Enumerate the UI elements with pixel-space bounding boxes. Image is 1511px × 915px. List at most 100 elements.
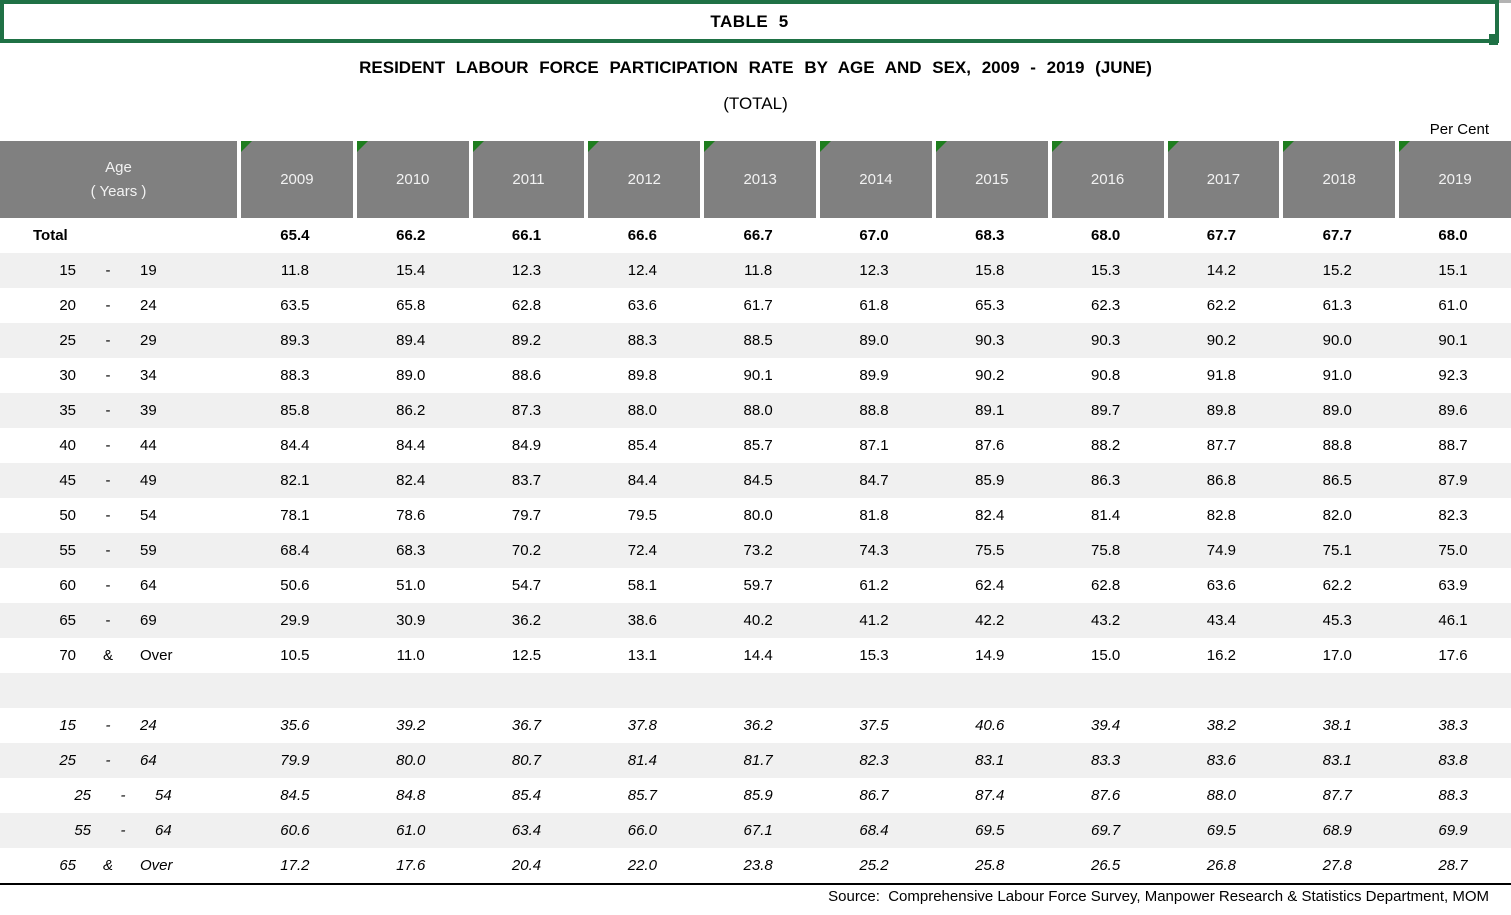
row-label-part: 65 [59,612,76,629]
row-label: 20 - 24 [0,288,237,323]
value-cell: 62.2 [1206,297,1236,314]
row-label-part: - [105,437,111,454]
value-cell: 67.0 [859,227,889,244]
year-column-header: 2011 [468,141,585,218]
value-cell: 85.7 [627,787,657,804]
spacer-row [0,673,1511,708]
value-cell: 87.6 [1090,787,1121,804]
value-cell: 85.8 [280,402,310,419]
value-cell: 12.4 [627,262,657,279]
value-cell: 83.3 [1090,752,1121,769]
value-cell: 89.2 [511,332,542,349]
value-cell: 88.5 [743,332,773,349]
row-label-part: 30 [59,367,76,384]
value-cell: 87.7 [1322,787,1352,804]
value-cell: 89.0 [1322,402,1352,419]
value-cell: 87.3 [511,402,542,419]
value-cell: 38.1 [1322,717,1352,734]
value-cell: 89.8 [1206,402,1236,419]
value-cell: 78.6 [396,507,426,524]
year-label: 2009 [280,171,314,188]
green-corner-triangle-icon [1051,141,1063,152]
value-cell: 14.4 [743,647,773,664]
value-cell: 68.3 [975,227,1005,244]
value-cell: 85.7 [743,437,773,454]
value-cell: 51.0 [396,577,426,594]
value-cell: 85.9 [743,787,773,804]
value-cell: 62.2 [1322,577,1352,594]
value-cell: 78.1 [280,507,310,524]
value-cell: 14.2 [1206,262,1236,279]
value-cell: 90.3 [975,332,1005,349]
row-label-part: - [105,612,111,629]
table-row: 55 - 64 60.6 61.0 63.4 66.0 67.1 68.4 69.5 69.7 69.… [0,813,1511,848]
value-cell: 12.5 [511,647,542,664]
value-cell: 90.1 [1438,332,1468,349]
value-cell: 68.9 [1322,822,1352,839]
row-label-part: 55 [59,542,76,559]
value-cell: 84.8 [396,787,426,804]
row-label-part: - [105,752,111,769]
value-cell: 11.8 [280,262,309,279]
value-cell: 65.4 [280,227,310,244]
value-cell: 11.0 [396,647,425,664]
value-cell: 36.2 [743,717,773,734]
value-cell: 43.4 [1206,612,1236,629]
value-cell: 66.1 [511,227,542,244]
row-label-part: - [105,262,111,279]
year-label: 2011 [512,171,545,188]
row-label-part: - [105,717,111,734]
row-label-part: & [102,647,113,664]
value-cell: 66.2 [396,227,426,244]
value-cell: 50.6 [280,577,310,594]
row-label-part: 40 [59,437,76,454]
value-cell: 22.0 [627,857,657,874]
row-label-part: 69 [140,612,157,629]
value-cell: 74.3 [859,542,889,559]
value-cell: 89.3 [280,332,310,349]
value-cell: 46.1 [1438,612,1468,629]
year-column-header: 2012 [584,141,701,218]
row-label: 25 - 29 [0,323,237,358]
row-label: 40 - 44 [0,428,237,463]
value-cell: 68.4 [859,822,889,839]
row-label-part: - [105,542,111,559]
value-cell: 30.9 [396,612,426,629]
row-label: 55 - 59 [0,533,237,568]
year-column-header: 2019 [1395,141,1511,218]
value-cell: 58.1 [627,577,657,594]
value-cell: 91.0 [1322,367,1352,384]
table-row: 20 - 24 63.5 65.8 62.8 63.6 61.7 61.8 65.3 62.3 62.… [0,288,1511,323]
source-note: Source: Comprehensive Labour Force Surve… [828,888,1489,905]
value-cell: 66.7 [743,227,773,244]
row-label: 50 - 54 [0,498,237,533]
value-cell: 89.0 [859,332,889,349]
year-label: 2019 [1438,171,1472,188]
row-label-part: 54 [155,787,172,804]
year-column-header: 2013 [700,141,817,218]
row-label-part: 39 [140,402,157,419]
value-cell: 79.7 [511,507,542,524]
table-row: 25 - 29 89.3 89.4 89.2 88.3 88.5 89.0 90.3 90.3 90.… [0,323,1511,358]
value-cell: 84.9 [511,437,542,454]
value-cell: 86.7 [859,787,889,804]
value-cell: 83.7 [511,472,542,489]
green-corner-triangle-icon [588,141,600,152]
row-label-part: Over [140,857,173,874]
table-row: 35 - 39 85.8 86.2 87.3 88.0 88.0 88.8 89.1 89.7 89.… [0,393,1511,428]
year-label: 2013 [743,171,777,188]
value-cell: 88.0 [743,402,773,419]
value-cell: 89.0 [396,367,426,384]
row-label-part: 15 [59,262,76,279]
value-cell: 68.4 [280,542,310,559]
value-cell: 15.8 [975,262,1005,279]
value-cell: 39.4 [1090,717,1121,734]
value-cell: 75.8 [1090,542,1121,559]
value-cell: 82.0 [1322,507,1352,524]
row-label-part: 35 [59,402,76,419]
table-row: 65 - 69 29.9 30.9 36.2 38.6 40.2 41.2 42.2 43.2 43.… [0,603,1511,638]
green-corner-triangle-icon [472,141,484,152]
row-label-part: 20 [59,297,76,314]
value-cell: 88.3 [280,367,310,384]
